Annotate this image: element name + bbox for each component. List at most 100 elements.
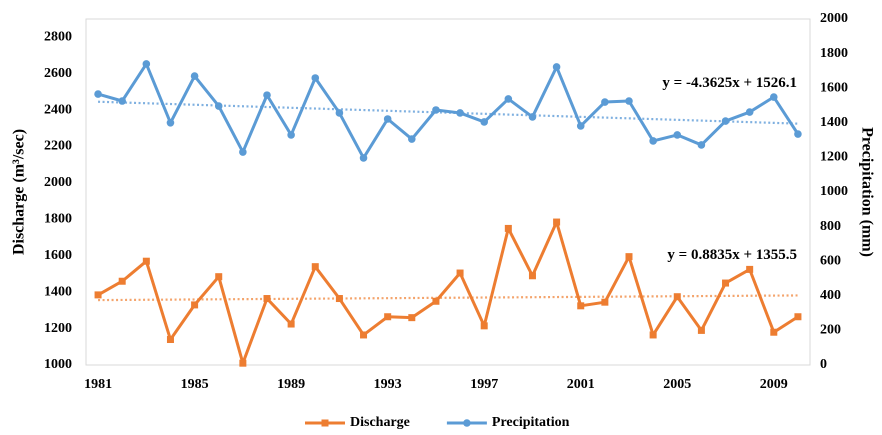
marker (528, 113, 537, 121)
marker (263, 295, 271, 303)
marker (770, 328, 778, 336)
y-tick-label: 2600 (44, 66, 72, 81)
marker (142, 60, 151, 68)
marker (456, 269, 464, 277)
marker (118, 97, 126, 105)
marker (673, 293, 681, 301)
y2-tick-label: 0 (820, 357, 827, 372)
marker (263, 91, 271, 99)
marker (649, 137, 657, 145)
marker (722, 279, 730, 287)
marker (528, 272, 536, 280)
marker (118, 277, 126, 285)
marker (214, 102, 223, 110)
y-tick-label: 2800 (44, 29, 72, 44)
y-tick-label: 2000 (44, 175, 72, 190)
y-tick-label: 1200 (44, 321, 72, 336)
marker (94, 90, 102, 98)
series-line (97, 62, 800, 160)
marker (142, 257, 150, 265)
y-tick-label: 1800 (44, 212, 72, 227)
marker (287, 320, 295, 328)
marker (432, 297, 440, 305)
marker (480, 322, 488, 330)
marker (577, 302, 585, 310)
y-tick-label: 1400 (44, 284, 72, 299)
y2-tick-label: 1000 (820, 184, 848, 199)
y2-tick-label: 800 (820, 219, 841, 234)
marker (504, 95, 513, 103)
y2-tick-label: 1600 (820, 80, 848, 95)
marker (625, 97, 633, 105)
y2-tick-label: 1800 (820, 46, 848, 61)
marker (190, 72, 199, 80)
legend-marker (321, 419, 329, 427)
marker (553, 218, 561, 226)
marker (335, 295, 343, 303)
marker (649, 331, 657, 339)
marker (625, 253, 633, 261)
marker (239, 148, 247, 156)
x-tick-label: 2001 (567, 377, 595, 392)
marker (215, 273, 223, 281)
marker (239, 359, 247, 367)
marker (191, 301, 199, 309)
marker (360, 331, 368, 339)
marker (383, 115, 392, 123)
x-tick-label: 1997 (470, 377, 498, 392)
marker (552, 63, 561, 71)
legend-label: Precipitation (492, 415, 570, 430)
marker (480, 118, 489, 126)
x-tick-label: 2009 (760, 377, 788, 392)
x-tick-label: 1981 (84, 377, 112, 392)
y2-tick-label: 400 (820, 288, 841, 303)
trendline-equation: y = -4.3625x + 1526.1 (662, 75, 797, 91)
marker (408, 135, 416, 143)
y-tick-label: 2400 (44, 102, 72, 117)
x-tick-label: 1989 (277, 377, 305, 392)
y-tick-label: 1000 (44, 357, 72, 372)
marker (673, 131, 682, 139)
x-tick-label: 1993 (374, 377, 402, 392)
marker (697, 326, 705, 334)
marker (697, 141, 706, 149)
marker (456, 109, 464, 117)
marker (94, 291, 102, 299)
x-tick-label: 1985 (181, 377, 209, 392)
series-line (97, 220, 799, 365)
marker (601, 298, 609, 306)
marker (794, 313, 802, 321)
marker (311, 263, 319, 271)
y2-axis-title: Precipitation (mm) (858, 127, 875, 257)
marker (287, 131, 295, 139)
marker (384, 313, 392, 321)
legend-label: Discharge (350, 415, 410, 430)
marker (166, 336, 174, 344)
y2-tick-label: 2000 (820, 11, 848, 26)
marker (504, 224, 512, 232)
marker (745, 108, 754, 116)
plot-area (85, 18, 811, 366)
trendline-equation: y = 0.8835x + 1355.5 (667, 247, 797, 263)
marker (408, 314, 416, 322)
legend-marker (463, 419, 471, 427)
x-tick-label: 2005 (663, 377, 691, 392)
marker (794, 130, 802, 138)
marker (432, 106, 440, 114)
y-tick-label: 2200 (44, 139, 72, 154)
marker (746, 265, 754, 273)
y2-tick-label: 600 (820, 253, 841, 268)
y-axis-title: Discharge (m³/sec) (11, 129, 28, 255)
y2-tick-label: 200 (820, 323, 841, 338)
y-tick-label: 1600 (44, 248, 72, 263)
marker (359, 154, 368, 162)
y2-tick-label: 1200 (820, 150, 848, 165)
y2-tick-label: 1400 (820, 115, 848, 130)
marker (770, 93, 778, 101)
marker (166, 119, 175, 127)
marker (721, 117, 730, 125)
marker (576, 122, 585, 130)
marker (335, 109, 344, 117)
marker (311, 74, 320, 82)
